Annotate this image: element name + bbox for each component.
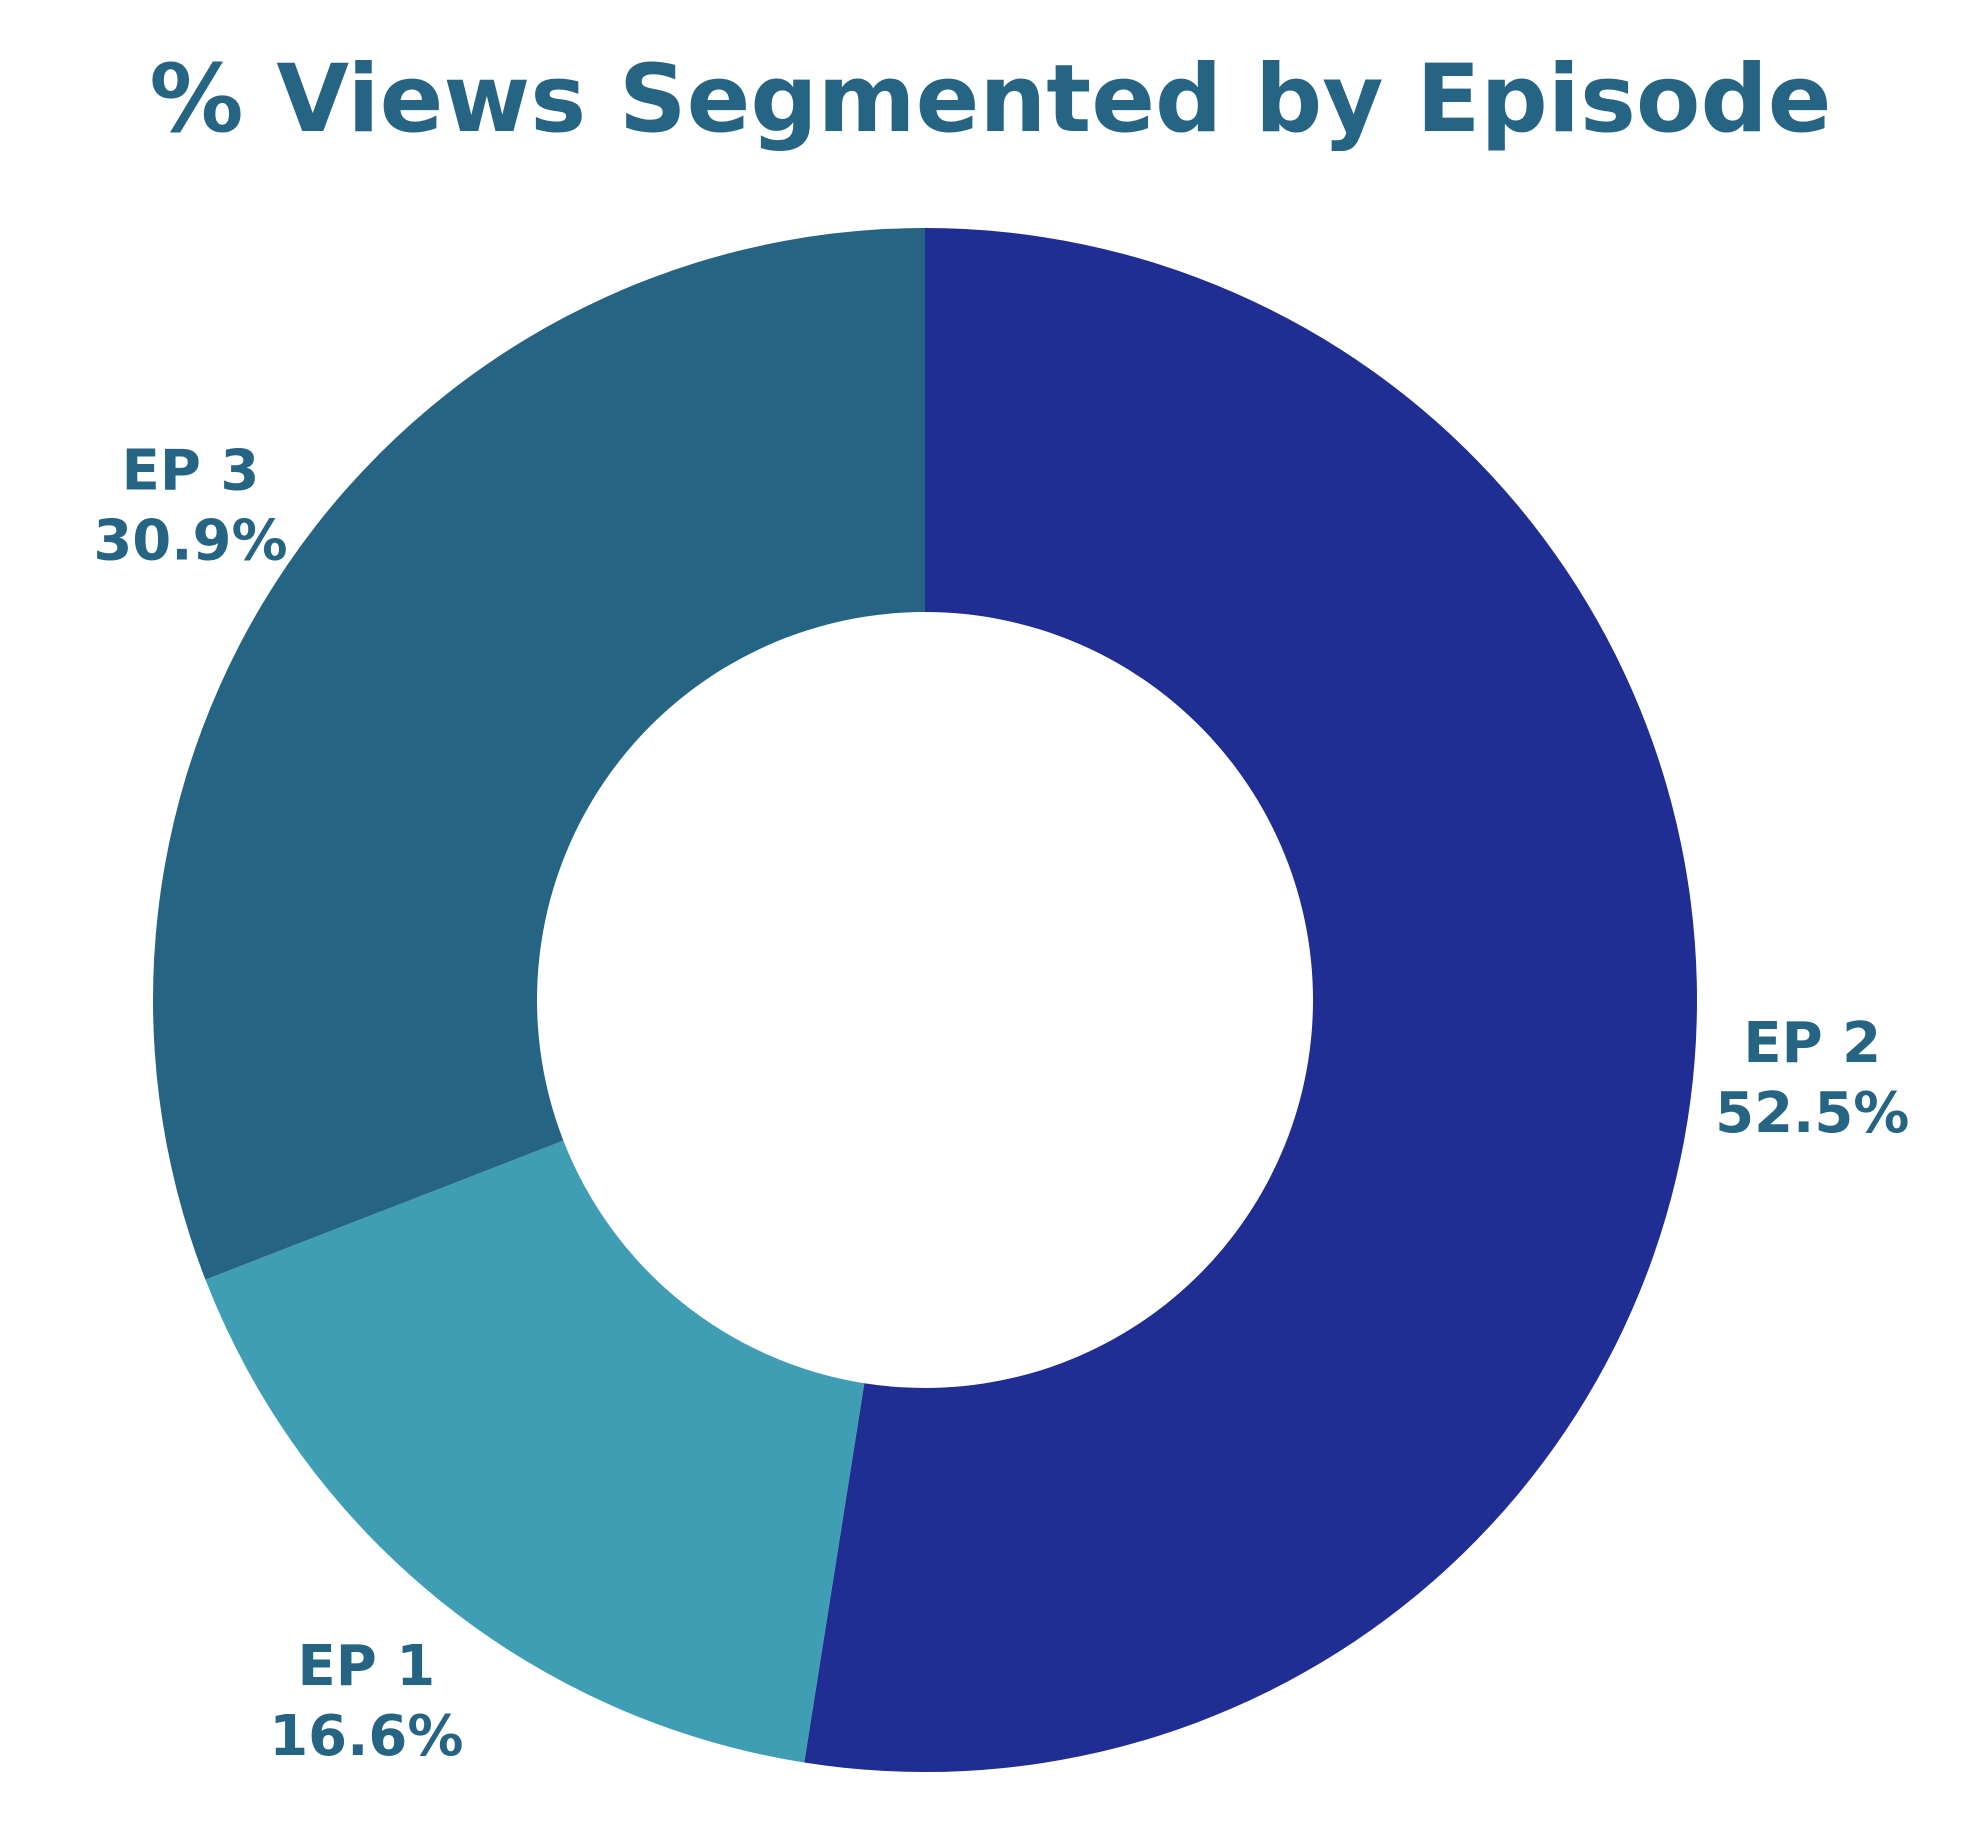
slice-percent: 52.5%: [1715, 1081, 1909, 1146]
slice-ep-3: [152, 228, 926, 1280]
slice-name: EP 3: [122, 438, 260, 503]
slice-percent: 30.9%: [93, 508, 287, 573]
slice-label-ep-1: EP 1 16.6%: [269, 1634, 463, 1769]
slice-ep-2: [804, 228, 1698, 1772]
slice-name: EP 1: [297, 1634, 435, 1699]
slice-percent: 16.6%: [269, 1704, 463, 1769]
slice-name: EP 2: [1743, 1011, 1881, 1076]
slice-ep-1: [205, 1140, 865, 1763]
donut-slices: [152, 228, 1698, 1772]
slice-label-ep-3: EP 3 30.9%: [93, 438, 287, 573]
donut-labels: EP 2 52.5% EP 1 16.6% EP 3 30.9%: [93, 438, 1909, 1768]
chart-title: % Views Segmented by Episode: [149, 45, 1832, 154]
slice-label-ep-2: EP 2 52.5%: [1715, 1011, 1909, 1146]
